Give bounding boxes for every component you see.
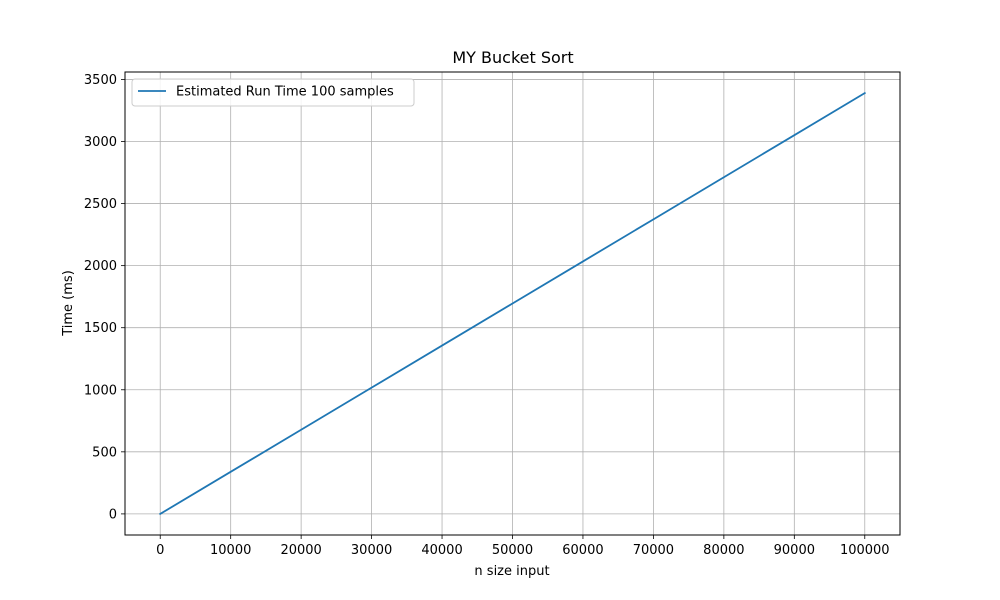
x-tick-label: 80000 [703,543,744,558]
x-tick-label: 30000 [351,543,392,558]
y-tick-label: 2500 [84,197,117,212]
legend-box [131,78,415,107]
x-tick-label: 10000 [210,543,251,558]
x-tick-label: 100000 [840,543,890,558]
y-axis-label: Time (ms) [61,270,76,337]
axis-ticks: 0 10000 20000 30000 40000 50000 60000 70000 8000… [84,73,890,558]
x-tick-label: 40000 [421,543,462,558]
y-tick-label: 500 [92,445,117,460]
y-tick-label: 3500 [84,73,117,88]
x-axis-label: n size input [474,564,549,579]
y-tick-label: 0 [109,507,117,522]
chart-title: MY Bucket Sort [452,48,573,67]
legend-entry-label: Estimated Run Time 100 samples [176,85,394,100]
x-tick-label: 70000 [633,543,674,558]
series-layer [158,91,867,516]
y-tick-label: 2000 [84,259,117,274]
x-tick-label: 60000 [562,543,603,558]
x-tick-label: 0 [156,543,164,558]
y-tick-label: 1000 [84,383,117,398]
x-tick-label: 90000 [774,543,815,558]
x-tick-label: 50000 [492,543,533,558]
x-tick-label: 20000 [280,543,321,558]
legend: Estimated Run Time 100 samples [131,78,415,107]
y-tick-label: 3000 [84,135,117,150]
grid-lines [125,72,900,535]
y-tick-label: 1500 [84,321,117,336]
series-line-estimated-run-time [158,91,867,516]
